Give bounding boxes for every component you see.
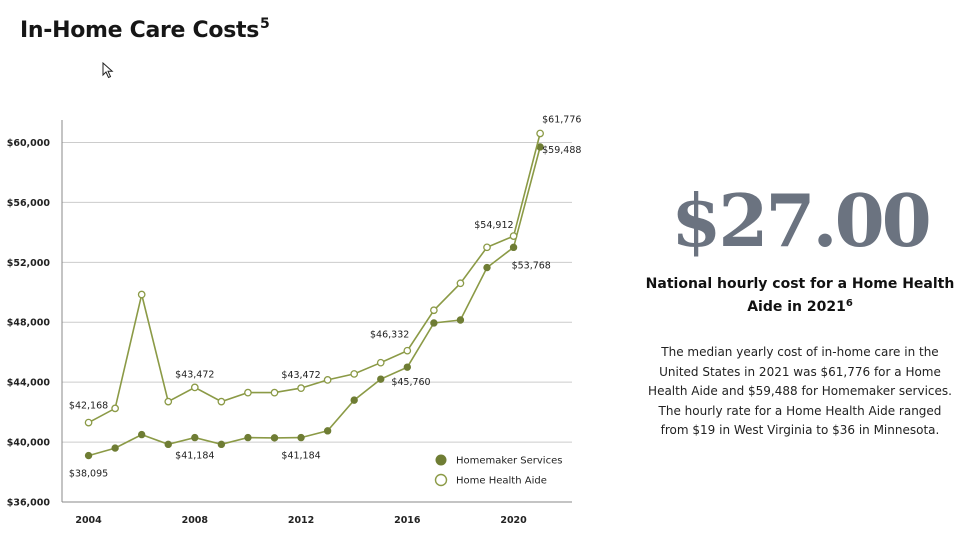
highlight-panel: $27.00 National hourly cost for a Home H… <box>645 180 955 441</box>
y-tick-label: $60,000 <box>7 138 51 149</box>
data-point-homemaker-services <box>403 363 412 371</box>
hourly-cost-value: $27.00 <box>671 178 932 263</box>
x-tick-label: 2004 <box>75 515 102 526</box>
x-tick-label: 2008 <box>182 515 209 526</box>
data-point-home-health-aide <box>430 306 438 315</box>
data-point-home-health-aide <box>137 290 146 299</box>
data-label: $61,776 <box>542 114 581 125</box>
data-point-home-health-aide <box>244 388 252 397</box>
data-label: $53,768 <box>512 260 551 271</box>
data-point-home-health-aide <box>297 384 305 392</box>
data-point-home-health-aide <box>376 358 385 367</box>
data-point-home-health-aide <box>111 404 119 413</box>
data-point-homemaker-services <box>191 433 199 442</box>
data-point-home-health-aide <box>323 376 332 384</box>
series-line-homemaker-services <box>88 146 541 457</box>
title-footnote: 5 <box>260 16 270 32</box>
y-tick-label: $40,000 <box>7 438 51 449</box>
chart-grid <box>62 141 572 443</box>
data-point-home-health-aide <box>536 129 544 138</box>
x-tick-label: 2012 <box>288 515 314 526</box>
data-label: $46,332 <box>370 330 409 341</box>
data-point-homemaker-services <box>244 433 252 442</box>
series-line-home-health-aide <box>88 133 541 424</box>
data-point-home-health-aide <box>456 279 465 288</box>
data-point-homemaker-services <box>350 396 358 404</box>
data-point-homemaker-services <box>164 440 172 449</box>
line-chart: $36,000 $40,000 $44,000 $48,000 $52,000 $56,0… <box>7 114 582 526</box>
data-point-home-health-aide <box>483 243 491 252</box>
data-label: $38,095 <box>69 469 108 480</box>
data-point-homemaker-services <box>509 243 518 252</box>
legend-marker-filled <box>435 454 447 466</box>
data-point-homemaker-services <box>430 319 438 327</box>
data-point-home-health-aide <box>84 418 93 427</box>
data-point-home-health-aide <box>190 383 199 392</box>
chart-data-labels: $38,095 $42,168 $43,472 $41,184 $43,472 $41,1… <box>69 114 582 479</box>
data-point-homemaker-services <box>137 430 146 439</box>
data-point-homemaker-services <box>456 316 465 324</box>
caption-footnote: 6 <box>845 298 853 309</box>
data-label: $45,760 <box>391 377 430 388</box>
data-point-homemaker-services <box>270 434 279 442</box>
chart-legend: Homemaker Services Home Health Aide <box>434 454 562 487</box>
data-point-home-health-aide <box>403 346 412 355</box>
data-label: $54,912 <box>474 220 513 231</box>
data-point-homemaker-services <box>84 451 93 460</box>
data-label: $41,184 <box>175 451 214 462</box>
data-point-homemaker-services <box>377 375 385 383</box>
data-label: $42,168 <box>69 401 108 412</box>
data-point-homemaker-services <box>111 444 119 452</box>
hourly-cost-caption-text: National hourly cost for a Home Health A… <box>645 276 955 315</box>
y-tick-label: $48,000 <box>7 318 51 329</box>
legend-label: Homemaker Services <box>456 456 562 467</box>
hourly-cost-caption: National hourly cost for a Home Health A… <box>645 274 955 317</box>
legend-marker-hollow <box>434 473 448 487</box>
data-point-homemaker-services <box>323 427 332 435</box>
y-tick-label: $36,000 <box>7 498 51 509</box>
y-tick-label: $52,000 <box>7 258 51 269</box>
legend-label: Home Health Aide <box>456 476 547 487</box>
chart-series <box>84 129 544 460</box>
data-label: $43,472 <box>175 369 214 380</box>
cost-description: The median yearly cost of in-home care i… <box>648 345 952 437</box>
data-point-home-health-aide <box>217 397 226 406</box>
page-title: In-Home Care Costs5 <box>20 16 270 43</box>
data-point-homemaker-services <box>483 263 491 272</box>
data-point-homemaker-services <box>217 440 226 449</box>
data-point-home-health-aide <box>270 388 279 397</box>
mouse-pointer-icon <box>102 62 114 79</box>
y-tick-label: $44,000 <box>7 378 51 389</box>
page-title-text: In-Home Care Costs <box>20 18 259 43</box>
data-label: $59,488 <box>542 145 581 156</box>
data-label: $41,184 <box>281 451 320 462</box>
data-label: $43,472 <box>281 370 320 381</box>
data-point-homemaker-services <box>297 433 305 442</box>
data-point-home-health-aide <box>164 397 173 406</box>
data-point-home-health-aide <box>509 232 518 240</box>
x-tick-label: 2020 <box>500 515 527 526</box>
x-tick-label: 2016 <box>394 515 421 526</box>
data-point-home-health-aide <box>350 370 359 378</box>
y-tick-label: $56,000 <box>7 198 51 209</box>
chart-axes: $36,000 $40,000 $44,000 $48,000 $52,000 $56,0… <box>7 120 572 526</box>
